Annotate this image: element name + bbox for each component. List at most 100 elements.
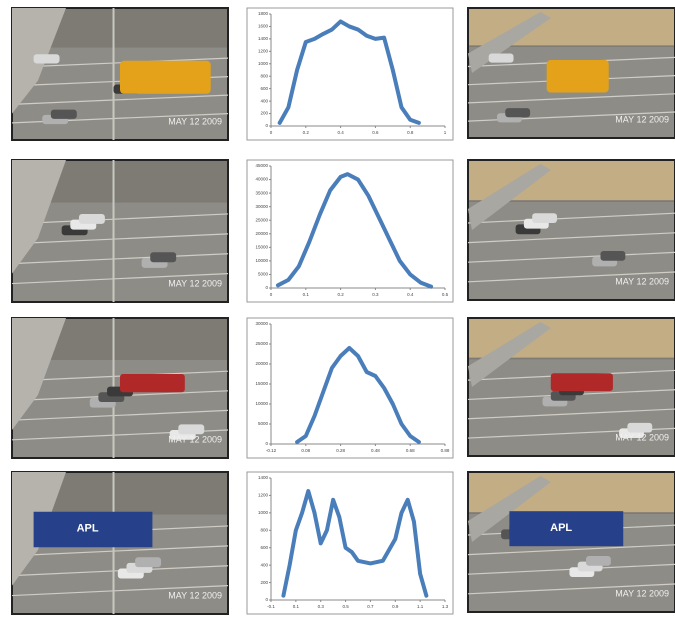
x-tick-label: 0.2 [337,292,344,297]
y-tick-label: 5000 [258,421,269,426]
timestamp: MAY 12 2009 [168,434,222,444]
y-tick-label: 1200 [258,49,269,54]
y-tick-label: 400 [260,98,268,103]
timestamp: MAY 12 2009 [168,590,222,600]
school-bus [120,60,211,94]
truck-label: APL [77,523,99,535]
x-tick-label: 1 [444,130,447,135]
x-tick-label: 0.6 [372,130,379,135]
y-tick-label: 1600 [258,24,269,29]
y-tick-label: 1800 [258,11,269,16]
overpass [468,322,551,387]
overpass [12,318,66,430]
red-truck [550,373,613,392]
y-tick-label: 600 [260,86,268,91]
lane-line [11,545,229,557]
lane-line [467,583,675,595]
x-tick-label: 0 [270,292,273,297]
x-tick-label: 0.68 [406,448,415,453]
y-tick-label: 1400 [258,475,269,480]
x-tick-label: 1.1 [417,604,424,609]
x-tick-label: 0.9 [392,604,399,609]
timestamp: MAY 12 2009 [615,276,669,286]
y-tick-label: 0 [265,597,268,602]
y-tick-label: 0 [265,123,268,128]
lane-line [467,251,675,263]
y-tick-label: 20000 [255,231,268,236]
truck-trailer [33,511,153,548]
x-tick-label: 0.2 [303,130,310,135]
histogram-line [275,172,434,289]
y-tick-label: 40000 [255,177,268,182]
y-tick-label: 0 [265,441,268,446]
y-tick-label: 1000 [258,61,269,66]
timestamp: MAY 12 2009 [615,114,669,124]
y-tick-label: 1200 [258,493,269,498]
overpass [12,160,66,274]
y-tick-label: 10000 [255,258,268,263]
histogram-line [277,19,421,125]
lane-line [467,93,675,104]
y-tick-label: 10000 [255,401,268,406]
car [585,556,611,566]
histogram-line [295,346,421,444]
truck-label: APL [550,522,572,534]
car [505,108,531,118]
x-tick-label: 0.4 [407,292,414,297]
red-truck [120,374,185,393]
x-tick-label: 1.3 [442,604,449,609]
truck-trailer [509,511,624,547]
lane-line [11,370,229,382]
x-tick-label: 0.3 [318,604,325,609]
y-tick-label: 5000 [258,272,269,277]
car [178,424,205,435]
car [33,54,60,64]
overpass [468,164,551,230]
lane-line [467,271,675,283]
car [150,252,177,263]
x-tick-label: -0.12 [266,448,277,453]
y-tick-label: 0 [265,285,268,290]
x-tick-label: 0.28 [336,448,345,453]
x-tick-label: 0.48 [371,448,380,453]
car [532,213,558,223]
car [50,109,77,119]
lane-line [11,409,229,421]
school-bus [546,60,609,93]
x-tick-label: 0.88 [441,448,450,453]
lane-line [467,232,675,244]
x-tick-label: 0.3 [372,292,379,297]
lane-line [11,57,229,68]
timestamp: MAY 12 2009 [168,116,222,126]
chart-panel [246,471,454,615]
car [600,251,626,261]
y-tick-label: 800 [260,73,268,78]
y-tick-label: 200 [260,580,268,585]
histogram-line [281,489,429,598]
y-tick-label: 400 [260,562,268,567]
y-tick-label: 600 [260,545,268,550]
x-tick-label: 0.5 [342,604,349,609]
x-tick-label: 0.7 [367,604,374,609]
y-tick-label: 30000 [255,204,268,209]
y-tick-label: 15000 [255,381,268,386]
timestamp: MAY 12 2009 [615,588,669,598]
car [78,213,105,224]
y-tick-label: 25000 [255,217,268,222]
chart-panel [246,317,454,459]
x-tick-label: 0.8 [407,130,414,135]
y-tick-label: 200 [260,111,268,116]
lane-line [467,212,675,224]
x-tick-label: 0.4 [337,130,344,135]
car [135,557,162,568]
y-tick-label: 30000 [255,321,268,326]
car [488,53,514,63]
x-tick-label: 0.08 [301,448,310,453]
x-tick-label: 0.1 [293,604,300,609]
y-tick-label: 15000 [255,245,268,250]
x-tick-label: 0 [270,130,273,135]
y-tick-label: 45000 [255,163,268,168]
y-tick-label: 1000 [258,510,269,515]
y-tick-label: 1400 [258,36,269,41]
